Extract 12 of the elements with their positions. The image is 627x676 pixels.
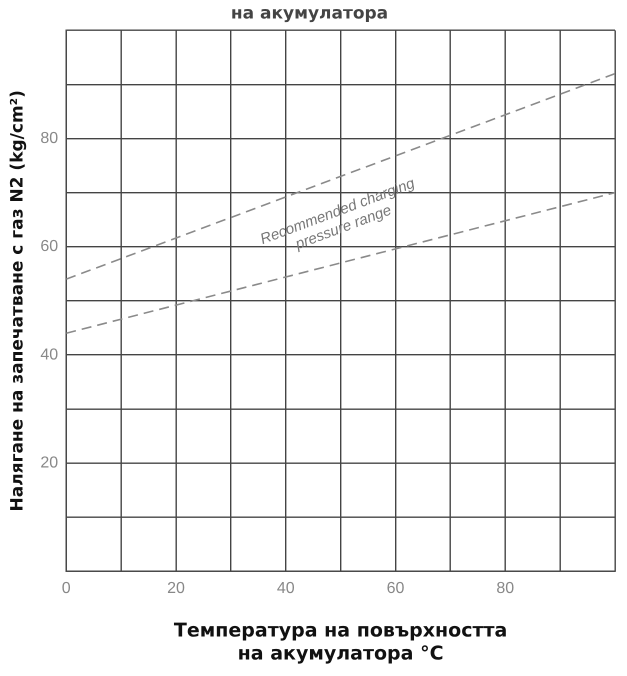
x-tick-label: 80 [496,580,514,598]
y-axis-title: Налягане на запечатване с газ N2 (kg/cm²) [8,90,28,512]
chart-title: на акумулатора [230,4,388,24]
x-tick-label: 20 [167,580,185,598]
y-tick-label: 40 [40,346,58,364]
x-tick-label: 60 [386,580,404,598]
x-axis-title: Температура на повърхността на акумулатора °C [174,620,508,665]
y-tick-label: 80 [40,130,58,147]
x-tick-label: 40 [276,580,295,598]
y-tick-label: 20 [40,454,58,472]
y-tick-label: 60 [40,238,58,256]
x-tick-label: 0 [62,580,71,598]
